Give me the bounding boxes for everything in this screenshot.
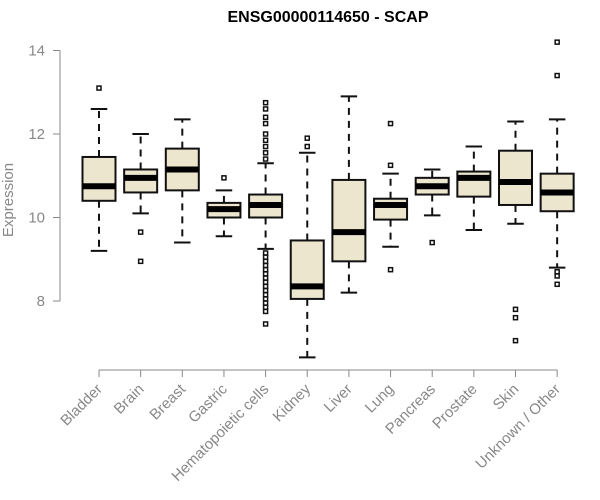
x-tick-label-bladder: Bladder xyxy=(57,381,106,430)
outlier-hematopoietic-cells-20 xyxy=(262,296,269,302)
outlier-hematopoietic-cells-14 xyxy=(262,271,269,277)
box-group-prostate xyxy=(456,145,492,232)
outlier-hematopoietic-cells-2 xyxy=(262,114,269,121)
box-kidney xyxy=(289,239,325,300)
y-tick-label-10: 10 xyxy=(28,210,45,227)
outlier-unknown-other-0 xyxy=(554,39,560,45)
box-group-bladder xyxy=(81,85,117,252)
outlier-hematopoietic-cells-3 xyxy=(262,120,269,127)
outlier-hematopoietic-cells-4 xyxy=(262,131,269,137)
outlier-hematopoietic-cells-17 xyxy=(262,283,269,290)
box-group-hematopoietic-cells xyxy=(248,99,284,327)
chart-title: ENSG00000114650 - SCAP xyxy=(227,9,428,26)
outlier-hematopoietic-cells-1 xyxy=(262,106,269,112)
box-group-skin xyxy=(498,120,533,344)
outlier-lung-0 xyxy=(387,120,394,127)
y-tick-label-8: 8 xyxy=(37,293,45,310)
box-group-lung xyxy=(373,120,409,273)
outlier-hematopoietic-cells-0 xyxy=(262,99,269,106)
box-group-kidney xyxy=(289,135,325,359)
outlier-hematopoietic-cells-15 xyxy=(262,275,269,281)
x-tick-label-breast: Breast xyxy=(146,380,189,423)
outlier-hematopoietic-cells-19 xyxy=(262,291,269,298)
x-tick-label-brain: Brain xyxy=(111,381,148,418)
outlier-unknown-other-2 xyxy=(554,269,560,275)
x-tick-label-liver: Liver xyxy=(321,381,356,416)
box-group-liver xyxy=(331,95,367,294)
x-tick-label-lung: Lung xyxy=(362,381,398,417)
outlier-pancreas-0 xyxy=(429,239,435,246)
outlier-lung-1 xyxy=(387,162,394,169)
outlier-skin-0 xyxy=(512,306,519,313)
outlier-hematopoietic-cells-22 xyxy=(262,304,269,311)
box-group-brain xyxy=(123,133,159,265)
y-tick-label-14: 14 xyxy=(28,43,45,60)
outlier-hematopoietic-cells-6 xyxy=(262,143,269,150)
box-group-breast xyxy=(164,118,200,244)
y-axis-label: Expression xyxy=(0,163,17,237)
x-tick-label-kidney: Kidney xyxy=(270,380,315,425)
outlier-hematopoietic-cells-23 xyxy=(262,308,269,315)
outlier-unknown-other-1 xyxy=(554,72,560,79)
plot-area xyxy=(81,39,575,359)
outlier-skin-2 xyxy=(512,337,519,344)
y-tick-label-12: 12 xyxy=(28,126,45,143)
outlier-hematopoietic-cells-12 xyxy=(262,262,269,269)
box-group-pancreas xyxy=(414,168,450,246)
outlier-lung-2 xyxy=(387,266,394,273)
outlier-brain-0 xyxy=(137,229,144,235)
y-axis: 8 10 12 14 xyxy=(28,43,61,310)
outlier-hematopoietic-cells-5 xyxy=(262,137,269,144)
box-bladder xyxy=(81,155,117,202)
box-brain xyxy=(123,168,159,194)
outlier-hematopoietic-cells-18 xyxy=(262,287,269,294)
outlier-hematopoietic-cells-7 xyxy=(262,150,269,156)
box-group-unknown-other xyxy=(539,39,575,288)
outlier-kidney-1 xyxy=(304,143,310,150)
outlier-hematopoietic-cells-21 xyxy=(262,300,269,306)
outlier-unknown-other-3 xyxy=(554,273,560,279)
outlier-hematopoietic-cells-13 xyxy=(262,266,269,273)
outlier-gastric-0 xyxy=(221,175,227,181)
x-tick-label-prostate: Prostate xyxy=(429,381,481,433)
box-liver xyxy=(331,178,367,263)
outlier-brain-1 xyxy=(137,258,144,265)
box-group-gastric xyxy=(206,175,242,238)
box-skin xyxy=(498,149,533,206)
x-tick-label-skin: Skin xyxy=(490,381,523,414)
outlier-hematopoietic-cells-9 xyxy=(262,250,269,256)
outlier-hematopoietic-cells-16 xyxy=(262,279,269,285)
outlier-hematopoietic-cells-11 xyxy=(262,258,269,265)
outlier-bladder-0 xyxy=(96,85,102,91)
box-lung xyxy=(373,197,409,221)
outlier-hematopoietic-cells-10 xyxy=(262,254,269,260)
outlier-unknown-other-4 xyxy=(554,281,560,288)
outlier-kidney-0 xyxy=(304,135,310,141)
outlier-skin-1 xyxy=(512,314,519,321)
outlier-hematopoietic-cells-24 xyxy=(262,321,269,327)
outlier-hematopoietic-cells-8 xyxy=(262,156,269,162)
